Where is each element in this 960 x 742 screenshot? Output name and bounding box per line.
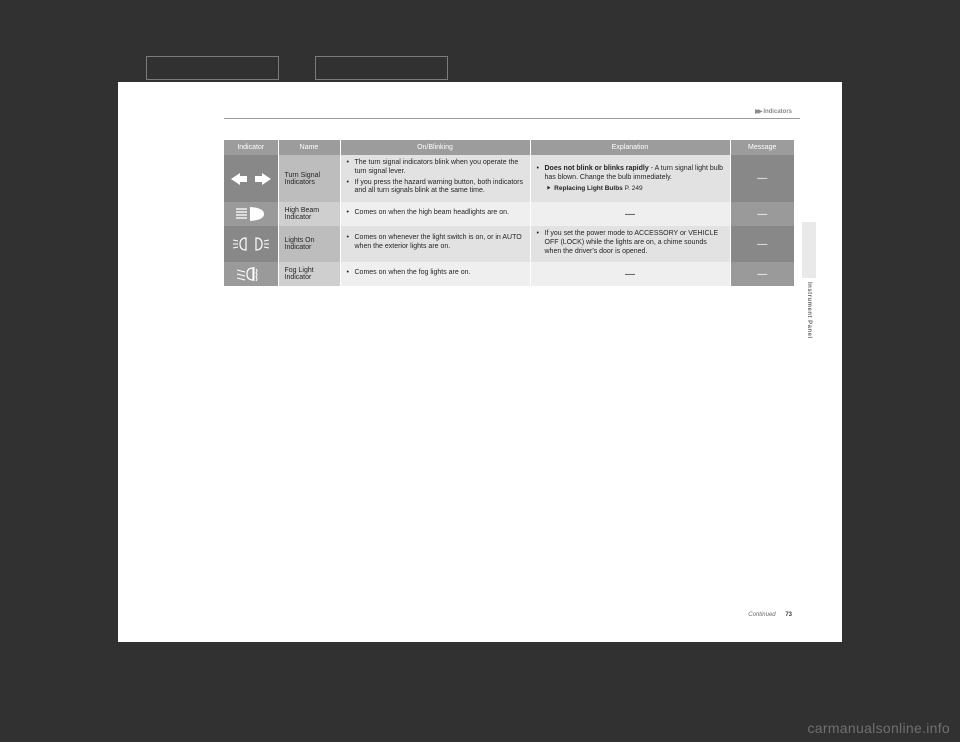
on-bullet: The turn signal indicators blink when yo… bbox=[347, 159, 524, 177]
explanation-cell: — bbox=[530, 262, 730, 286]
table-row: Lights On Indicator Comes on whenever th… bbox=[224, 226, 794, 262]
on-bullet: Comes on when the fog lights are on. bbox=[347, 269, 524, 278]
explanation-cell: If you set the power mode to ACCESSORY o… bbox=[530, 226, 730, 262]
on-bullet: If you press the hazard warning button, … bbox=[347, 179, 524, 197]
header-arrows-icon: ▶▶ bbox=[755, 108, 760, 115]
on-blinking-cell: Comes on when the high beam headlights a… bbox=[340, 202, 530, 226]
message-cell: — bbox=[730, 226, 794, 262]
message-cell: — bbox=[730, 155, 794, 202]
exp-bullet: Does not blink or blinks rapidly - A tur… bbox=[537, 165, 724, 183]
on-blinking-cell: The turn signal indicators blink when yo… bbox=[340, 155, 530, 202]
table-row: Fog Light Indicator Comes on when the fo… bbox=[224, 262, 794, 286]
watermark: carmanualsonline.info bbox=[808, 720, 951, 736]
indicator-name: Lights On Indicator bbox=[278, 226, 340, 262]
col-explanation: Explanation bbox=[530, 140, 730, 155]
page-footer: Continued 73 bbox=[748, 612, 792, 618]
table-row: High Beam Indicator Comes on when the hi… bbox=[224, 202, 794, 226]
manual-page: ▶▶ Indicators Instrument Panel Indicator… bbox=[118, 82, 842, 642]
explanation-cell: — bbox=[530, 202, 730, 226]
exp-bold: Does not blink or blinks rapidly bbox=[545, 165, 649, 172]
turn-signal-icon bbox=[224, 155, 278, 202]
col-message: Message bbox=[730, 140, 794, 155]
header-divider bbox=[224, 118, 800, 119]
indicators-table: Indicator Name On/Blinking Explanation M… bbox=[224, 140, 794, 286]
message-cell: — bbox=[730, 262, 794, 286]
on-blinking-cell: Comes on whenever the light switch is on… bbox=[340, 226, 530, 262]
on-blinking-cell: Comes on when the fog lights are on. bbox=[340, 262, 530, 286]
on-bullet: Comes on when the high beam headlights a… bbox=[347, 209, 524, 218]
page-header: ▶▶ Indicators bbox=[755, 108, 792, 115]
table-header-row: Indicator Name On/Blinking Explanation M… bbox=[224, 140, 794, 155]
col-indicator: Indicator bbox=[224, 140, 278, 155]
cross-reference: Replacing Light Bulbs P. 249 bbox=[537, 185, 724, 192]
top-overlay-boxes bbox=[146, 56, 448, 80]
col-name: Name bbox=[278, 140, 340, 155]
page-number: 73 bbox=[785, 612, 792, 618]
side-tab bbox=[802, 222, 816, 278]
high-beam-icon bbox=[224, 202, 278, 226]
continued-label: Continued bbox=[748, 612, 775, 618]
indicator-name: High Beam Indicator bbox=[278, 202, 340, 226]
lights-on-icon bbox=[224, 226, 278, 262]
col-on: On/Blinking bbox=[340, 140, 530, 155]
book-icon bbox=[547, 185, 553, 192]
ref-page: P. 249 bbox=[625, 185, 643, 192]
table-row: Turn Signal Indicators The turn signal i… bbox=[224, 155, 794, 202]
indicator-name: Turn Signal Indicators bbox=[278, 155, 340, 202]
indicator-name: Fog Light Indicator bbox=[278, 262, 340, 286]
side-section-label: Instrument Panel bbox=[806, 282, 812, 339]
ref-label: Replacing Light Bulbs bbox=[554, 185, 623, 192]
message-cell: — bbox=[730, 202, 794, 226]
exp-bullet: If you set the power mode to ACCESSORY o… bbox=[537, 230, 724, 256]
overlay-box bbox=[315, 56, 448, 80]
fog-light-icon bbox=[224, 262, 278, 286]
overlay-box bbox=[146, 56, 279, 80]
header-section-label: Indicators bbox=[763, 109, 792, 115]
explanation-cell: Does not blink or blinks rapidly - A tur… bbox=[530, 155, 730, 202]
on-bullet: Comes on whenever the light switch is on… bbox=[347, 234, 524, 252]
